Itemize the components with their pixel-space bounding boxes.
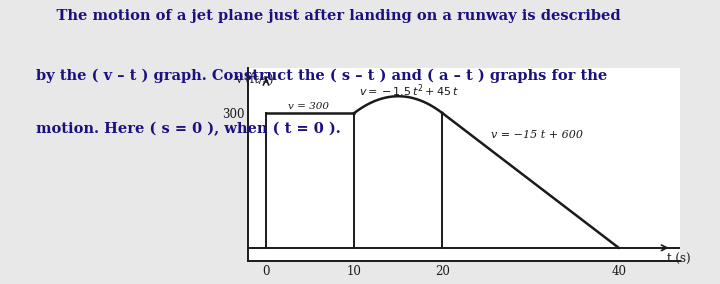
Text: $\mathit{v}=-1.5\,t^2+45\,t$: $\mathit{v}=-1.5\,t^2+45\,t$ [359,82,459,99]
Text: v (ft/s): v (ft/s) [235,73,274,86]
Text: v = −15 t + 600: v = −15 t + 600 [491,130,583,140]
Text: by the ( v – t ) graph. Construct the ( s – t ) and ( a – t ) graphs for the: by the ( v – t ) graph. Construct the ( … [36,68,607,83]
Text: v = 300: v = 300 [288,103,329,112]
Text: t (s): t (s) [667,253,690,266]
Text: The motion of a jet plane just after landing on a runway is described: The motion of a jet plane just after lan… [36,9,621,22]
Text: motion. Here ( s = 0 ), when ( t = 0 ).: motion. Here ( s = 0 ), when ( t = 0 ). [36,122,341,136]
